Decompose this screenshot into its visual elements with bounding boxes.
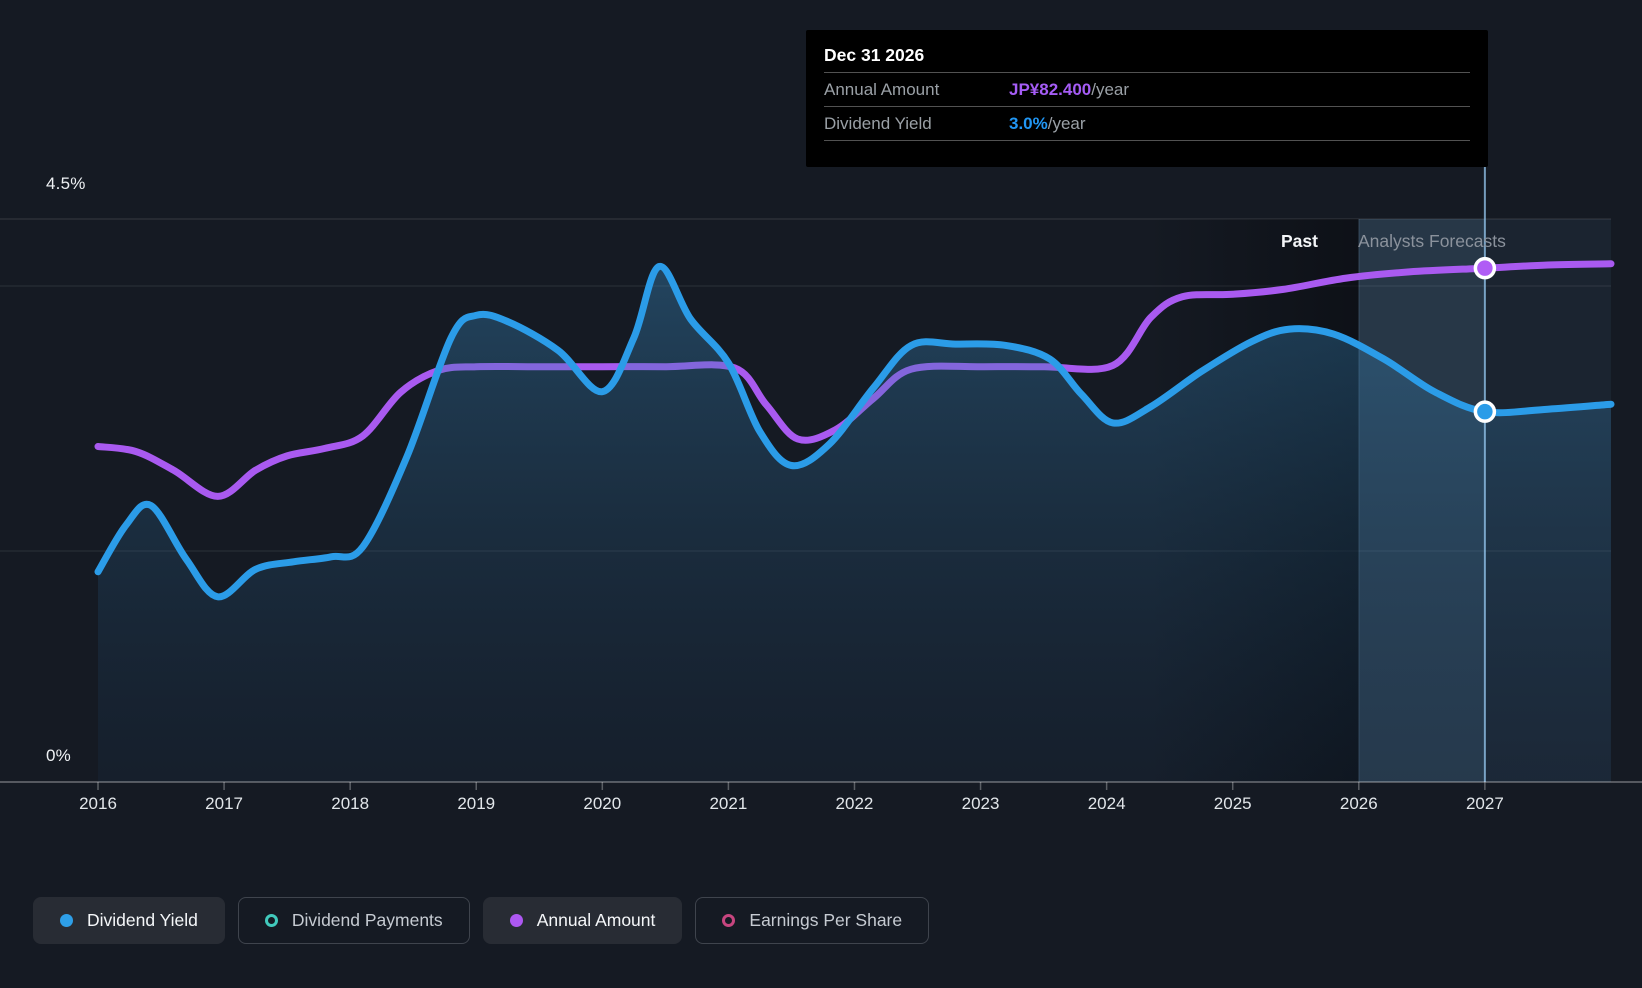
dividend-yield-line [94,263,1615,601]
y-axis-min-label: 0% [46,746,71,765]
tooltip-label: Dividend Yield [824,113,932,133]
x-axis-label-2027: 2027 [1465,794,1504,813]
dividend-yield-area [98,266,1611,783]
dividend-payments-ring-icon [264,914,278,927]
legend-label: Dividend Payments [291,910,443,930]
tooltip-value: 3.0% [1009,113,1048,133]
x-axis-label-2019: 2019 [457,794,496,813]
legend-button-dividend-payments[interactable]: Dividend Payments [237,897,470,944]
past-zone-label: Past [1281,231,1318,251]
legend: Dividend Yield Dividend Payments Annual … [33,897,930,944]
analysts-forecasts-zone-label: Analysts Forecasts [1358,231,1506,251]
x-axis-label-2018: 2018 [331,794,370,813]
tooltip-suffix: /year [1047,113,1086,133]
legend-label: Dividend Yield [87,910,198,930]
tooltip-date: Dec 31 2026 [824,42,1470,73]
tooltip-label: Annual Amount [824,79,940,99]
tooltip-row-dividend-yield: Dividend Yield 3.0%/year [824,107,1470,141]
tooltip-value: JP¥82.400 [1009,79,1092,99]
legend-button-earnings-per-share[interactable]: Earnings Per Share [695,897,930,944]
annual-amount-dot-icon [509,914,523,927]
x-axis [0,781,1642,790]
x-axis-label-2016: 2016 [79,794,117,813]
x-axis-label-2022: 2022 [835,794,874,813]
x-axis-label-2020: 2020 [583,794,622,813]
tooltip-suffix: /year [1091,79,1130,99]
legend-label: Earnings Per Share [749,910,903,930]
hover-point-annual-amount[interactable] [1473,256,1497,280]
tooltip-row-annual-amount: Annual Amount JP¥82.400/year [824,73,1470,107]
legend-label: Annual Amount [536,910,656,930]
legend-button-annual-amount[interactable]: Annual Amount [482,897,683,944]
legend-button-dividend-yield[interactable]: Dividend Yield [33,897,225,944]
x-axis-label-2023: 2023 [961,794,1000,813]
x-axis-label-2026: 2026 [1339,794,1378,813]
y-axis-max-label: 4.5% [46,174,86,193]
annual-amount-line [94,260,1615,500]
earnings-per-share-ring-icon [722,914,736,927]
hover-point-dividend-yield[interactable] [1473,400,1497,423]
x-axis-label-2025: 2025 [1213,794,1252,813]
x-axis-ticks [97,782,1486,790]
x-axis-label-2017: 2017 [205,794,243,813]
x-axis-label-2024: 2024 [1087,794,1126,813]
chart-tooltip: Dec 31 2026 Annual Amount JP¥82.400/year… [806,30,1488,167]
dividend-yield-dot-icon [60,914,73,927]
x-axis-label-2021: 2021 [709,794,748,813]
